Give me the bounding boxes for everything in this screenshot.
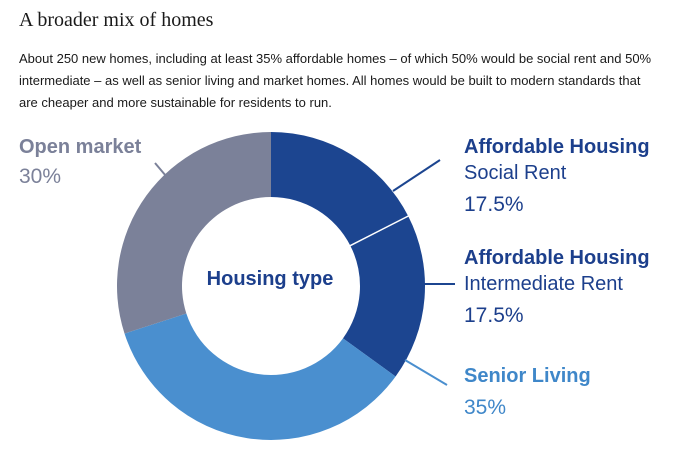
leader-line-social-rent bbox=[392, 159, 441, 192]
legend-label-intermediate-rent: Affordable Housing Intermediate Rent 17.… bbox=[464, 245, 650, 331]
description: About 250 new homes, including at least … bbox=[19, 51, 652, 110]
legend-label-open-market: Open market 30% bbox=[19, 134, 141, 192]
slice-heading: Affordable Housing bbox=[464, 247, 650, 269]
leader-line-open-market bbox=[154, 162, 167, 177]
slice-intermediate-rent bbox=[343, 216, 426, 377]
leader-line-senior-living bbox=[404, 359, 448, 386]
slice-social-rent bbox=[271, 132, 409, 246]
slice-heading: Open market bbox=[19, 136, 142, 158]
slice-percent: 17.5% bbox=[464, 193, 524, 216]
slice-sub: Intermediate Rent bbox=[464, 273, 623, 295]
legend-label-senior-living: Senior Living 35% bbox=[464, 363, 591, 423]
slice-heading: Affordable Housing bbox=[464, 136, 650, 158]
slice-percent: 30% bbox=[19, 165, 62, 188]
slice-divider bbox=[349, 214, 410, 247]
legend-label-social-rent: Affordable Housing Social Rent 17.5% bbox=[464, 134, 650, 220]
slice-percent: 17.5% bbox=[464, 304, 524, 327]
slice-heading: Senior Living bbox=[464, 365, 591, 387]
chart-center-label: Housing type bbox=[206, 268, 334, 290]
slice-open-market bbox=[116, 132, 271, 334]
slice-percent: 35% bbox=[464, 396, 507, 419]
slice-sub: Social Rent bbox=[464, 162, 567, 184]
page-title: A broader mix of homes bbox=[19, 9, 214, 31]
slice-senior-living bbox=[124, 313, 396, 440]
